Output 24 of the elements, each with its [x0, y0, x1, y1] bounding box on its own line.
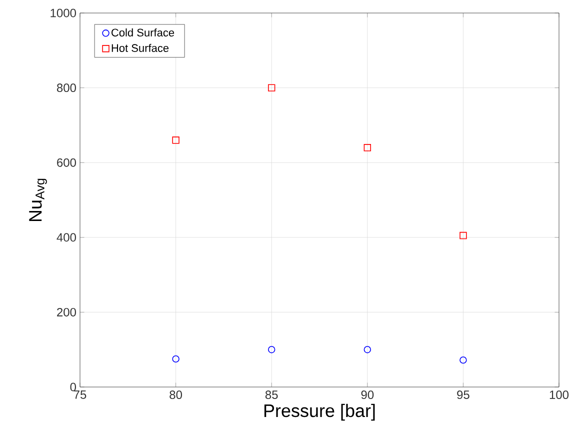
y-tick-label: 800 — [56, 84, 76, 92]
point — [172, 136, 180, 144]
point — [364, 346, 372, 354]
point — [268, 84, 276, 92]
x-tick-label: 100 — [550, 390, 569, 400]
y-tick-label: 200 — [57, 308, 76, 316]
y-tick-label: 1000 — [50, 8, 76, 18]
point — [172, 355, 180, 363]
point — [460, 356, 467, 364]
point — [268, 346, 276, 354]
y-tick-label: 400 — [56, 233, 76, 242]
y-axis-title: Nu$_{Avg}$ — [29, 178, 47, 222]
legend-label: Cold Surface — [112, 28, 174, 36]
x-tick-label: 90 — [361, 390, 374, 400]
x-tick-label: 95 — [457, 390, 470, 400]
x-tick-label: 80 — [170, 390, 182, 400]
x-tick-label: 75 — [74, 390, 86, 399]
legend-label: Hot Surface — [112, 44, 169, 52]
point — [460, 232, 467, 240]
point — [364, 144, 372, 152]
x-tick-label: 85 — [265, 390, 278, 400]
y-tick-label: 0 — [70, 382, 76, 392]
y-tick-label: 600 — [57, 158, 76, 167]
x-axis-title: Pressure [bar] — [264, 404, 375, 421]
